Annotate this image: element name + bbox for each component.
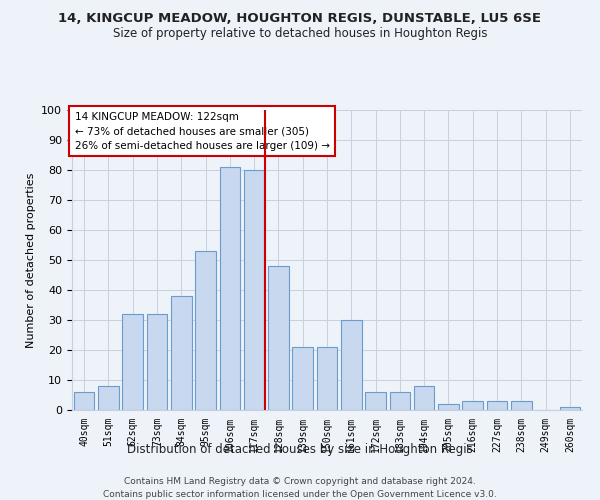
Bar bbox=[511, 401, 532, 410]
Bar bbox=[220, 167, 240, 410]
Bar bbox=[487, 401, 508, 410]
Bar bbox=[292, 347, 313, 410]
Text: Size of property relative to detached houses in Houghton Regis: Size of property relative to detached ho… bbox=[113, 28, 487, 40]
Y-axis label: Number of detached properties: Number of detached properties bbox=[26, 172, 36, 348]
Bar bbox=[74, 392, 94, 410]
Bar bbox=[414, 386, 434, 410]
Bar bbox=[244, 170, 265, 410]
Text: 14 KINGCUP MEADOW: 122sqm
← 73% of detached houses are smaller (305)
26% of semi: 14 KINGCUP MEADOW: 122sqm ← 73% of detac… bbox=[74, 112, 329, 151]
Bar bbox=[389, 392, 410, 410]
Bar bbox=[365, 392, 386, 410]
Bar bbox=[122, 314, 143, 410]
Bar bbox=[560, 407, 580, 410]
Bar bbox=[146, 314, 167, 410]
Text: Contains HM Land Registry data © Crown copyright and database right 2024.: Contains HM Land Registry data © Crown c… bbox=[124, 478, 476, 486]
Text: Contains public sector information licensed under the Open Government Licence v3: Contains public sector information licen… bbox=[103, 490, 497, 499]
Bar bbox=[268, 266, 289, 410]
Text: 14, KINGCUP MEADOW, HOUGHTON REGIS, DUNSTABLE, LU5 6SE: 14, KINGCUP MEADOW, HOUGHTON REGIS, DUNS… bbox=[59, 12, 542, 26]
Bar bbox=[317, 347, 337, 410]
Text: Distribution of detached houses by size in Houghton Regis: Distribution of detached houses by size … bbox=[127, 442, 473, 456]
Bar bbox=[171, 296, 191, 410]
Bar bbox=[195, 251, 216, 410]
Bar bbox=[98, 386, 119, 410]
Bar bbox=[463, 401, 483, 410]
Bar bbox=[341, 320, 362, 410]
Bar bbox=[438, 404, 459, 410]
